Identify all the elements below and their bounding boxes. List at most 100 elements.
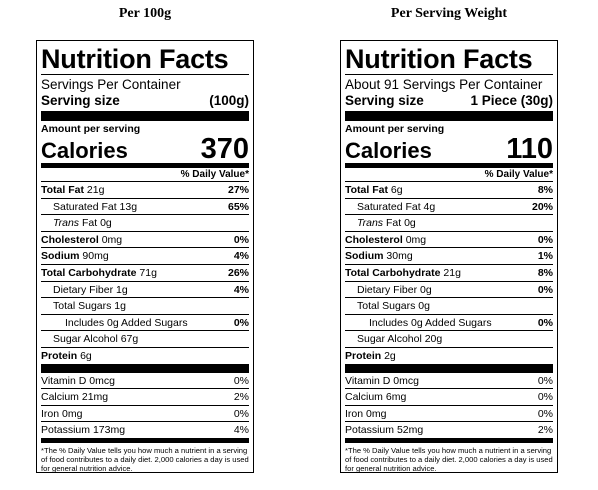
nutrient: Protein 2g (345, 348, 396, 364)
nutrient: Sugar Alcohol 20g (357, 331, 442, 347)
nutrient-row: Sodium 30mg 1% (345, 247, 553, 264)
nutrition-label: Nutrition Facts About 91 Servings Per Con… (340, 40, 558, 473)
serving-size-row: Serving size (100g) (41, 93, 249, 109)
nutrient: Includes 0g Added Sugars (369, 315, 492, 331)
nutrient-amount: 0mg (101, 233, 123, 246)
serving-size-label: Serving size (41, 93, 120, 108)
vitamin-amount: 173mg (92, 424, 126, 437)
nutrient-row: Dietary Fiber 0g 0% (345, 280, 553, 298)
nutrient-name: Dietary Fiber (357, 283, 418, 296)
nutrient: Total Sugars 0g (357, 298, 430, 314)
nutrient-amount: 1g (116, 283, 128, 296)
vitamin-name: Calcium (345, 391, 383, 404)
vitamin-amount: 21mg (81, 391, 109, 404)
vitamin-row: Iron 0mg 0% (345, 404, 553, 422)
thick-rule (41, 363, 249, 372)
daily-value: 1% (537, 250, 553, 263)
daily-value: 8% (537, 184, 553, 196)
daily-value: 27% (227, 184, 249, 196)
nutrient: Total Sugars 1g (53, 298, 126, 314)
vitamin-name: Iron (345, 407, 364, 420)
label-title: Nutrition Facts (345, 44, 533, 74)
nutrient-row: Protein 6g (41, 346, 249, 364)
footnote: *The % Daily Value tells you how much a … (41, 445, 249, 473)
daily-value: 0% (233, 407, 249, 420)
nutrient: Total Carbohydrate 21g (345, 265, 461, 281)
nutrient-row: Sodium 90mg 4% (41, 247, 249, 264)
calories-label: Calories (345, 138, 432, 163)
daily-value: 26% (227, 266, 249, 279)
nutrient-name: Total Fat (345, 184, 388, 196)
nutrient: Dietary Fiber 0g (357, 282, 432, 298)
serving-size: (100g) (209, 93, 249, 108)
rule (41, 74, 249, 75)
nutrient-row: Sugar Alcohol 67g (41, 330, 249, 347)
thick-rule (41, 111, 249, 121)
nutrient: Sodium 90mg (41, 248, 109, 264)
nutrient-amount: 6g (80, 349, 92, 362)
daily-value: 0% (537, 283, 553, 296)
nutrient-row: Includes 0g Added Sugars 0% (345, 313, 553, 331)
nutrient-row: Total Carbohydrate 21g 8% (345, 263, 553, 281)
label-title: Nutrition Facts (41, 44, 229, 74)
nutrient-row: Total Fat 6g 8% (345, 181, 553, 198)
daily-value: 4% (233, 250, 249, 263)
calories-row: Calories 370 (41, 135, 249, 164)
daily-value: 0% (233, 316, 249, 329)
thick-rule (345, 363, 553, 372)
nutrient-name: Cholesterol (41, 233, 99, 246)
nutrition-label: Nutrition Facts Servings Per Container Ser… (36, 40, 254, 473)
nutrient-name: Includes 0g Added Sugars (369, 316, 492, 329)
nutrient-row: Total Sugars 0g (345, 297, 553, 314)
nutrient: Saturated Fat 13g (53, 199, 137, 215)
vitamin-row: Vitamin D 0mcg 0% (41, 371, 249, 389)
medium-rule (345, 437, 553, 443)
serving-size-row: Serving size 1 Piece (30g) (345, 93, 553, 109)
calories-value: 110 (506, 133, 553, 165)
nutrient-name: Includes 0g Added Sugars (65, 316, 188, 329)
nutrient: Sodium 30mg (345, 248, 413, 264)
nutrient-amount: 0g (100, 217, 112, 230)
servings-per-container: Servings Per Container (41, 77, 181, 92)
vitamin-amount: 0mcg (89, 374, 115, 387)
daily-value: 4% (233, 424, 249, 437)
nutrient: Sugar Alcohol 67g (53, 331, 138, 347)
serving-size: 1 Piece (30g) (470, 93, 553, 108)
nutrient-name: Total Sugars (357, 300, 416, 313)
nutrient-amount: 20g (424, 333, 443, 346)
servings-per-container: About 91 Servings Per Container (345, 77, 543, 92)
vitamin-amount: 0mg (366, 407, 387, 420)
daily-value: 0% (537, 233, 553, 246)
vitamin-name: Calcium (41, 391, 79, 404)
nutrient: Includes 0g Added Sugars (65, 315, 188, 331)
vitamin-name: Potassium (41, 424, 91, 437)
vitamin-name: Vitamin D (41, 374, 87, 387)
nutrient-amount: 0g (418, 300, 430, 313)
daily-value-header: % Daily Value* (180, 169, 249, 180)
nutrient-amount: 21g (443, 266, 461, 279)
nutrient-amount: 67g (120, 333, 139, 346)
daily-value-header: % Daily Value* (484, 169, 553, 180)
daily-value: 0% (233, 374, 249, 387)
daily-value: 65% (227, 200, 249, 213)
daily-value: 0% (537, 316, 553, 329)
vitamin-amount: 0mg (62, 407, 83, 420)
daily-value: 0% (537, 374, 553, 387)
daily-value: 2% (233, 391, 249, 404)
vitamin-name: Vitamin D (345, 374, 391, 387)
nutrient-row: Total Fat 21g 27% (41, 181, 249, 198)
nutrient-name: Protein (41, 349, 78, 362)
vitamin-name: Iron (41, 407, 60, 420)
footnote: *The % Daily Value tells you how much a … (345, 445, 553, 473)
nutrient-prefix: Trans (53, 217, 80, 230)
medium-rule (345, 163, 553, 168)
medium-rule (41, 437, 249, 443)
nutrient-row: Trans Fat 0g (345, 214, 553, 231)
nutrient: Saturated Fat 4g (357, 199, 435, 215)
nutrient-name: Sugar Alcohol (357, 333, 422, 346)
vitamin-row: Calcium 21mg 2% (41, 388, 249, 405)
nutrient-name: Total Carbohydrate (41, 266, 137, 279)
nutrient-amount: 13g (119, 200, 138, 213)
nutrient-amount: 6g (390, 184, 403, 196)
